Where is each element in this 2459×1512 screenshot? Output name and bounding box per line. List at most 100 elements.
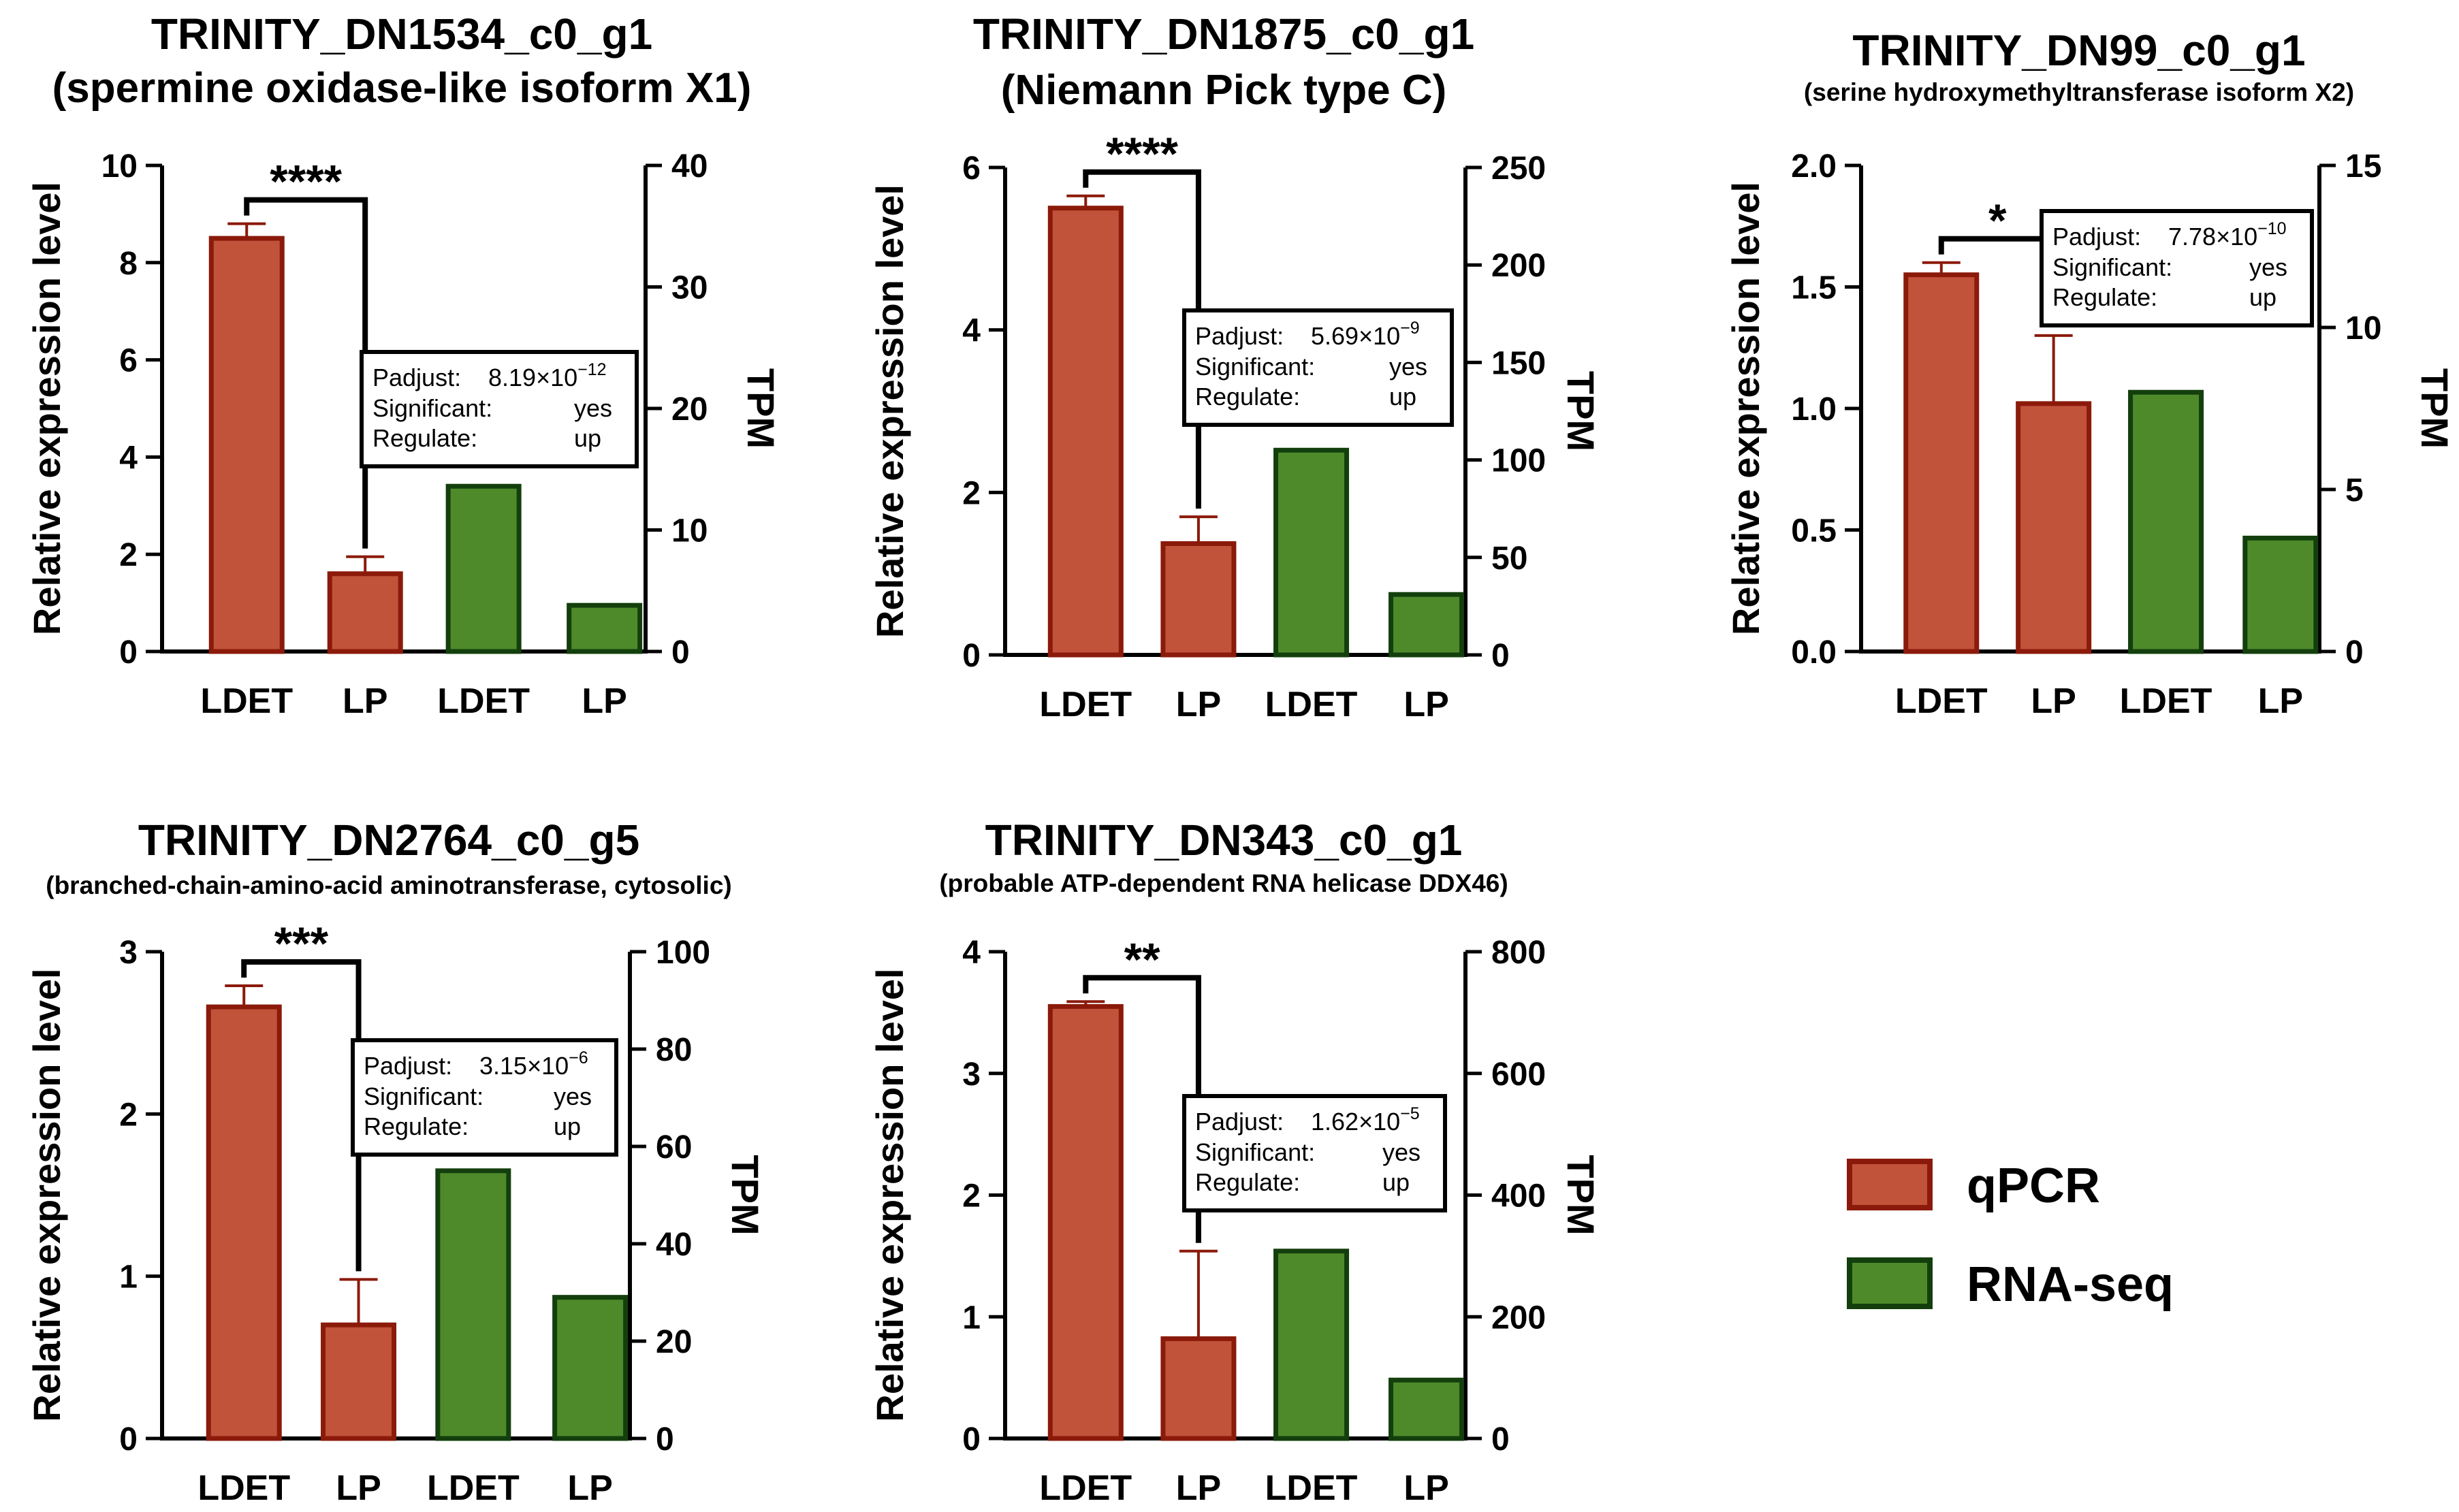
chart-2-stats-significant-label: Significant: (1195, 353, 1315, 381)
chart-4-ytick-label-right: 80 (656, 1032, 692, 1068)
chart-5-stats-padjust-exponent: −5 (1400, 1104, 1420, 1123)
chart-1-panel: TRINITY_DN1534_c0_g1 (spermine oxidase-li… (25, 10, 782, 721)
legend-swatch-rnaseq (1847, 1257, 1933, 1309)
chart-3-stats-regulate-value: up (2249, 283, 2276, 311)
chart-3-stats-padjust-exponent: −10 (2257, 219, 2286, 238)
chart-4-ytick-label-left: 1 (119, 1259, 138, 1296)
chart-5-bar-qpcr (1160, 1336, 1237, 1441)
chart-2-xtick-label: LP (1403, 685, 1448, 724)
chart-1-stats-significant-label: Significant: (372, 394, 492, 422)
legend-label-qpcr: qPCR (1967, 1159, 2100, 1213)
chart-2-significance-stars: **** (1106, 128, 1178, 180)
chart-2-subtitle: (Niemann Pick type C) (1001, 67, 1447, 114)
chart-2-ylabel: Relative expression level (868, 184, 911, 638)
chart-4-stats-padjust-label: Padjust: (364, 1052, 452, 1080)
chart-5-subtitle: (probable ATP-dependent RNA helicase DDX… (939, 869, 1508, 897)
chart-2-stats-regulate-label: Regulate: (1195, 383, 1300, 411)
chart-1-stats-regulate-label: Regulate: (372, 424, 477, 452)
chart-5-y2label: TPM (1559, 1155, 1602, 1235)
chart-1-ytick-label-left: 10 (101, 148, 138, 184)
chart-1-ytick-label-right: 0 (671, 634, 690, 671)
chart-1-ytick-label-left: 2 (119, 537, 138, 573)
chart-4-ylabel: Relative expression level (25, 968, 68, 1421)
chart-2-ytick-label-right: 250 (1491, 150, 1546, 187)
chart-2-xtick-label: LP (1176, 685, 1221, 724)
chart-2-ytick-label-right: 50 (1491, 541, 1527, 577)
chart-2-ytick-label-right: 150 (1491, 345, 1546, 381)
chart-1-y2label: TPM (740, 368, 782, 449)
chart-2-stats-regulate-value: up (1389, 383, 1416, 411)
chart-1-ytick-label-right: 10 (671, 513, 708, 549)
chart-2-stats-padjust-label: Padjust: (1195, 322, 1284, 350)
chart-3-ytick-label-left: 1.5 (1791, 270, 1837, 306)
chart-5-stats-significant-value: yes (1382, 1138, 1421, 1166)
chart-1-ytick-label-right: 30 (671, 270, 708, 306)
chart-5-bar-qpcr (1047, 1003, 1124, 1441)
chart-5-xtick-label: LDET (1039, 1468, 1132, 1508)
chart-1-bar-qpcr (208, 236, 285, 654)
chart-5-stats-significant-label: Significant: (1195, 1138, 1315, 1166)
chart-3-significance-stars: * (1988, 195, 2007, 246)
chart-3-stats-regulate-label: Regulate: (2052, 283, 2157, 311)
chart-5-stats-regulate-value: up (1382, 1168, 1410, 1196)
chart-1-bar-rnaseq (445, 483, 522, 654)
chart-2-bar-qpcr (1047, 206, 1124, 658)
chart-2-xtick-label: LDET (1265, 685, 1358, 724)
chart-3-ytick-label-left: 2.0 (1791, 148, 1837, 184)
chart-2-ytick-label-right: 0 (1491, 638, 1510, 674)
chart-2-xtick-label: LDET (1039, 685, 1132, 724)
chart-4-bar-rnaseq (435, 1168, 511, 1441)
chart-5-xtick-label: LP (1176, 1468, 1221, 1508)
chart-4-xtick-label: LDET (197, 1468, 290, 1508)
legend: qPCR RNA-seq (1847, 1159, 2174, 1312)
chart-1-ytick-label-left: 0 (119, 634, 138, 671)
chart-2-bar-qpcr (1160, 541, 1237, 658)
chart-5-panel: TRINITY_DN343_c0_g1 (probable ATP-depende… (868, 816, 1602, 1508)
chart-3-panel: TRINITY_DN99_c0_g1 (serine hydroxymethylt… (1724, 26, 2456, 721)
chart-5-ytick-label-left: 0 (962, 1421, 981, 1458)
chart-3-ytick-label-left: 0.5 (1791, 513, 1837, 549)
chart-1-bar-rnaseq (567, 602, 643, 654)
chart-2-stats-padjust-exponent: −9 (1400, 319, 1420, 338)
chart-3-bar-qpcr (2016, 401, 2092, 654)
chart-4-ytick-label-right: 60 (656, 1129, 692, 1165)
chart-1-ytick-label-left: 8 (119, 246, 138, 282)
chart-1-ytick-label-right: 20 (671, 391, 708, 428)
chart-4-ytick-label-right: 100 (656, 935, 710, 971)
chart-2-ytick-label-right: 200 (1491, 248, 1546, 284)
chart-1-stats-padjust-exponent: −12 (577, 360, 606, 379)
chart-4-ytick-label-left: 3 (119, 935, 138, 971)
chart-1-ytick-label-left: 6 (119, 343, 138, 379)
chart-3-xtick-label: LP (2031, 681, 2076, 721)
chart-4-ytick-label-left: 0 (119, 1421, 138, 1458)
chart-1-significance-stars: **** (270, 156, 342, 208)
chart-1-stats-padjust-label: Padjust: (372, 364, 461, 391)
chart-3-stats-box (2040, 209, 2314, 327)
legend-label-rnaseq: RNA-seq (1967, 1257, 2174, 1312)
chart-5-ytick-label-left: 1 (962, 1300, 981, 1336)
chart-4-stats-regulate-label: Regulate: (364, 1112, 469, 1140)
chart-1-ytick-label-right: 40 (671, 148, 708, 184)
chart-2-ytick-label-right: 100 (1491, 443, 1546, 479)
chart-1-ytick-label-left: 4 (119, 440, 138, 476)
chart-3-title: TRINITY_DN99_c0_g1 (1852, 26, 2305, 75)
chart-5-stats-padjust-label: Padjust: (1195, 1108, 1284, 1136)
chart-5-ytick-label-right: 0 (1491, 1421, 1510, 1458)
chart-1-title: TRINITY_DN1534_c0_g1 (151, 10, 652, 59)
chart-5-xtick-label: LDET (1265, 1468, 1358, 1508)
chart-5-title: TRINITY_DN343_c0_g1 (985, 816, 1463, 865)
chart-4-stats-box (351, 1038, 618, 1157)
chart-1-xtick-label: LDET (437, 681, 530, 721)
chart-4-significance-stars: *** (274, 918, 329, 969)
chart-2-stats-box (1182, 308, 1454, 427)
chart-4-bar-rnaseq (552, 1295, 629, 1441)
chart-5-bar-rnaseq (1273, 1249, 1350, 1441)
chart-2-stats-significant-value: yes (1389, 353, 1427, 381)
chart-3-y2label: TPM (2413, 368, 2456, 449)
chart-5-ytick-label-right: 400 (1491, 1178, 1546, 1215)
chart-3-ytick-label-right: 5 (2345, 472, 2364, 509)
chart-4-stats-significant-value: yes (554, 1082, 592, 1110)
chart-2-panel: TRINITY_DN1875_c0_g1 (Niemann Pick type C… (868, 10, 1602, 724)
chart-4-stats-regulate-value: up (554, 1112, 581, 1140)
